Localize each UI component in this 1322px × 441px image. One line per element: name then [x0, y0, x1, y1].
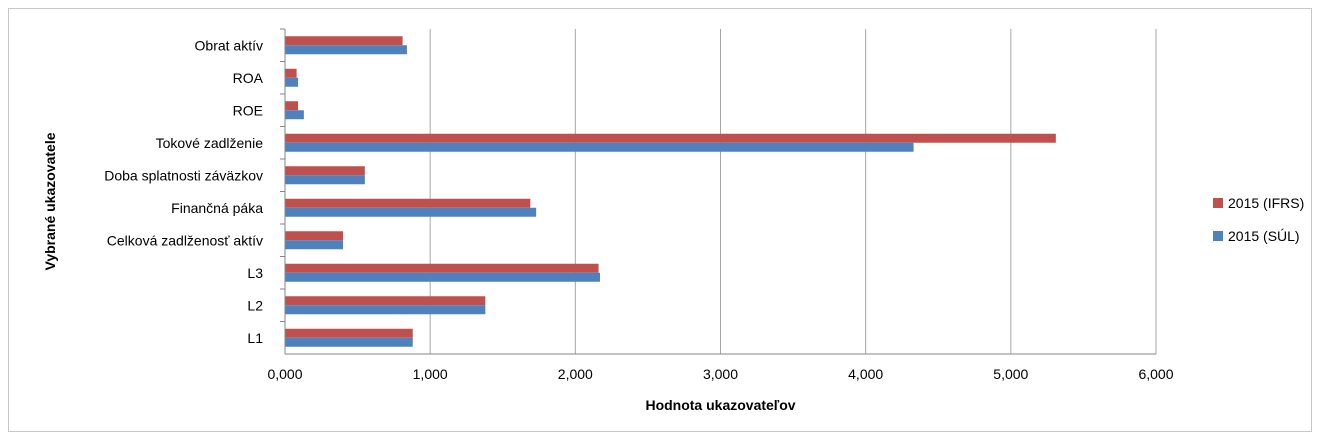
labels-layer: 0,000 1,000 2,000 3,000 4,000 5,000 6,000 L1 L2 L… — [104, 37, 1173, 382]
legend-swatch — [1213, 231, 1223, 241]
legend: 2015 (IFRS) 2015 (SÚL) — [1213, 195, 1304, 244]
bar — [285, 36, 403, 46]
y-tick-label: L1 — [247, 330, 263, 346]
bar-chart: 0,000 1,000 2,000 3,000 4,000 5,000 6,000 L1 L2 L… — [42, 28, 1304, 413]
axis-layer — [280, 28, 1156, 355]
y-tick-label: Tokové zadlženie — [156, 135, 264, 151]
y-tick-label: Obrat aktív — [195, 37, 263, 53]
x-tick-label: 5,000 — [993, 366, 1028, 382]
bar — [285, 110, 304, 120]
legend-label: 2015 (SÚL) — [1228, 228, 1300, 244]
bar — [285, 175, 365, 185]
bars-layer — [285, 36, 1056, 347]
bar — [285, 198, 531, 208]
y-tick-label: L2 — [247, 297, 263, 313]
legend-label: 2015 (IFRS) — [1228, 195, 1304, 211]
y-tick-label: Doba splatnosti záväzkov — [104, 167, 263, 183]
legend-swatch — [1213, 198, 1223, 208]
y-tick-label: ROE — [233, 102, 263, 118]
bar — [285, 68, 297, 78]
chart-frame: 0,000 1,000 2,000 3,000 4,000 5,000 6,000 L1 L2 L… — [8, 8, 1312, 432]
bar — [285, 263, 599, 273]
x-tick-label: 3,000 — [703, 366, 738, 382]
x-tick-label: 6,000 — [1138, 366, 1173, 382]
y-tick-label: Finančná páka — [171, 200, 263, 216]
y-axis-title: Vybrané ukazovatele — [42, 132, 58, 270]
x-tick-label: 0,000 — [267, 366, 302, 382]
bar — [285, 142, 914, 152]
grid-layer — [429, 29, 1157, 354]
bar — [285, 305, 486, 315]
bar — [285, 272, 601, 282]
bar — [285, 133, 1056, 143]
x-tick-label: 4,000 — [848, 366, 883, 382]
bar — [285, 328, 413, 338]
bar — [285, 240, 344, 250]
x-tick-label: 1,000 — [413, 366, 448, 382]
x-tick-label: 2,000 — [558, 366, 593, 382]
y-tick-label: L3 — [247, 265, 263, 281]
bar — [285, 337, 413, 347]
bar — [285, 77, 299, 87]
x-axis-title: Hodnota ukazovateľov — [645, 397, 795, 413]
bar — [285, 207, 537, 217]
bar — [285, 166, 365, 176]
y-tick-label: Celková zadlženosť aktív — [107, 232, 263, 248]
bar — [285, 101, 299, 111]
bar — [285, 45, 407, 55]
bar — [285, 296, 486, 306]
bar — [285, 231, 344, 241]
y-tick-label: ROA — [233, 70, 264, 86]
